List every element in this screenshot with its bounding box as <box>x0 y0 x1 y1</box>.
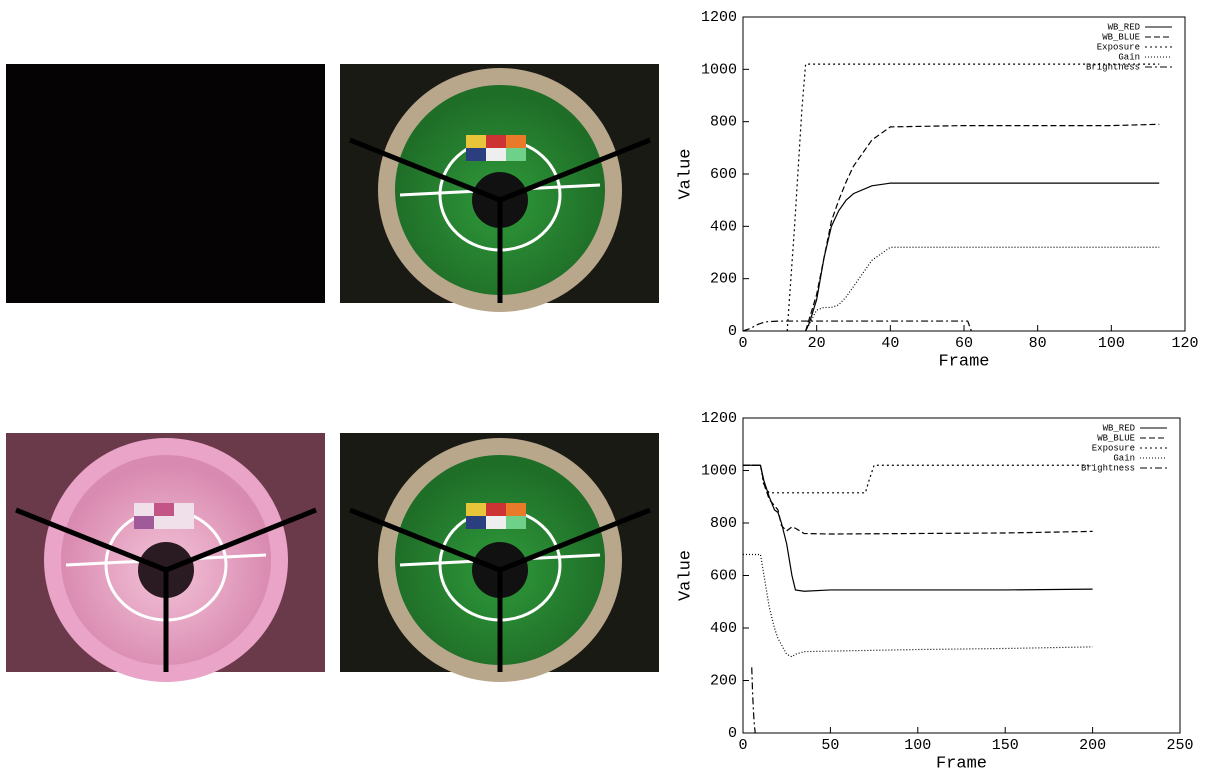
y-tick-label: 800 <box>710 114 737 131</box>
x-tick-label: 120 <box>1171 335 1198 352</box>
photo-green-top <box>340 64 659 312</box>
legend-label: Brightness <box>1081 463 1135 473</box>
x-tick-label: 60 <box>955 335 973 352</box>
x-tick-label: 50 <box>821 737 839 754</box>
x-tick-label: 200 <box>1079 737 1106 754</box>
y-tick-label: 400 <box>710 620 737 637</box>
photo-green-bottom <box>340 433 659 682</box>
photo-pink <box>6 433 325 682</box>
series-line <box>805 246 1160 332</box>
x-tick-label: 250 <box>1166 737 1193 754</box>
legend-label: Exposure <box>1097 42 1140 52</box>
y-tick-label: 1200 <box>701 410 737 427</box>
y-tick-label: 800 <box>710 515 737 532</box>
y-axis-label: Value <box>676 148 695 199</box>
x-tick-label: 20 <box>808 335 826 352</box>
legend-label: WB_BLUE <box>1097 433 1135 443</box>
y-tick-label: 200 <box>710 672 737 689</box>
legend-label: Gain <box>1118 52 1140 62</box>
legend-label: Gain <box>1113 453 1135 463</box>
series-line <box>743 464 1093 535</box>
photo-dark <box>6 64 325 303</box>
legend-label: WB_RED <box>1103 423 1135 433</box>
y-axis-label: Value <box>676 550 695 601</box>
y-tick-label: 1200 <box>701 9 737 26</box>
x-axis-label: Frame <box>938 352 989 371</box>
x-tick-label: 80 <box>1029 335 1047 352</box>
legend-label: Brightness <box>1086 62 1140 72</box>
series-line <box>805 182 1160 332</box>
y-tick-label: 400 <box>710 218 737 235</box>
series-line <box>743 464 1093 592</box>
legend-label: WB_RED <box>1108 22 1140 32</box>
x-tick-label: 100 <box>904 737 931 754</box>
series-line <box>786 63 1160 332</box>
y-tick-label: 1000 <box>701 462 737 479</box>
series-line <box>742 320 972 332</box>
series-line <box>743 464 1093 494</box>
y-tick-label: 0 <box>728 323 737 340</box>
x-axis-label: Frame <box>936 754 987 773</box>
series-line <box>805 123 1160 332</box>
y-tick-label: 600 <box>710 567 737 584</box>
x-tick-label: 40 <box>881 335 899 352</box>
series-line <box>751 667 756 734</box>
x-tick-label: 100 <box>1098 335 1125 352</box>
legend-label: WB_BLUE <box>1102 32 1140 42</box>
x-tick-label: 0 <box>738 335 747 352</box>
series-line <box>743 553 1093 658</box>
legend-label: Exposure <box>1092 443 1135 453</box>
y-tick-label: 1000 <box>701 61 737 78</box>
x-tick-label: 150 <box>992 737 1019 754</box>
y-tick-label: 0 <box>728 725 737 742</box>
x-tick-label: 0 <box>738 737 747 754</box>
y-tick-label: 600 <box>710 166 737 183</box>
y-tick-label: 200 <box>710 271 737 288</box>
